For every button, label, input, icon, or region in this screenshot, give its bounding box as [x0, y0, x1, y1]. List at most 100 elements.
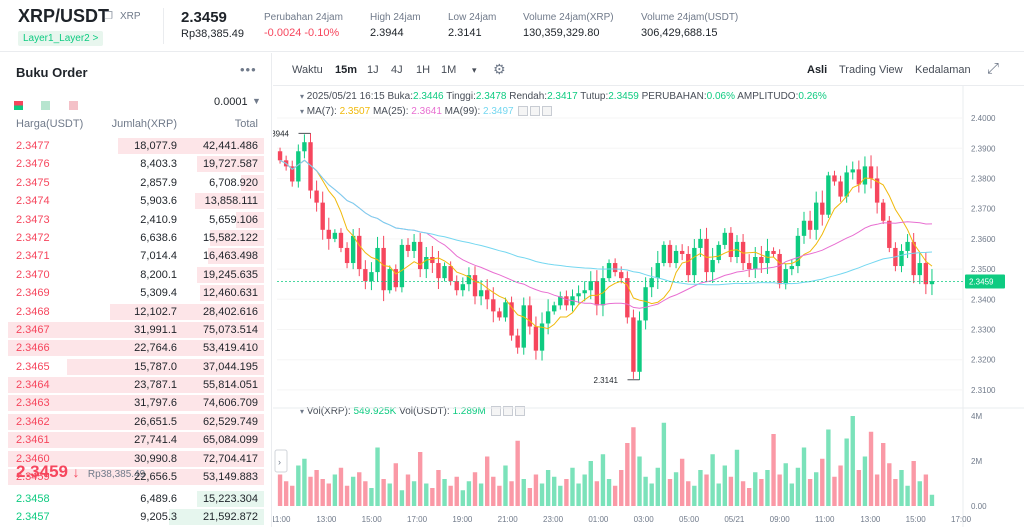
- volume-bar: [497, 485, 502, 506]
- fullscreen-icon[interactable]: ⤢: [987, 60, 1000, 77]
- interval-1h[interactable]: 1H: [416, 64, 431, 76]
- settings-icon[interactable]: [502, 406, 513, 417]
- interval-more-icon[interactable]: ▾: [472, 65, 477, 75]
- ask-row[interactable]: 2.3459 22,656.5 53,149.883: [0, 468, 272, 486]
- candle-down: [515, 335, 520, 348]
- volume-bar: [856, 470, 862, 506]
- eye-icon[interactable]: [490, 406, 501, 417]
- candle-up: [795, 235, 801, 267]
- settings-gear-icon[interactable]: ⚙: [493, 61, 506, 77]
- copy-icon[interactable]: ❐: [104, 11, 113, 22]
- ask-row[interactable]: 2.3476 8,403.3 19,727.587: [0, 155, 272, 173]
- ask-row[interactable]: 2.3466 22,764.6 53,419.410: [0, 339, 272, 357]
- candle-down: [625, 278, 630, 318]
- ask-amount: 27,741.4: [134, 434, 177, 447]
- candle-down: [436, 263, 441, 279]
- interval-4j[interactable]: 4J: [391, 64, 403, 76]
- tab-trading-view[interactable]: Trading View: [839, 64, 903, 76]
- ask-price: 2.3459: [16, 471, 50, 484]
- ask-row[interactable]: 2.3470 8,200.1 19,245.635: [0, 266, 272, 284]
- pair-title[interactable]: XRP/USDT: [18, 6, 110, 26]
- time-tick-label: 05/21: [724, 515, 745, 524]
- candle-down: [820, 202, 825, 215]
- ask-row[interactable]: 2.3463 31,797.6 74,606.709: [0, 394, 272, 412]
- precision-select[interactable]: 0.0001: [214, 96, 248, 108]
- volume-bar: [838, 465, 843, 506]
- bid-row[interactable]: 2.3457 9,205.3 21,592.872: [0, 508, 272, 526]
- volume-bar: [801, 447, 807, 506]
- ask-row[interactable]: 2.3474 5,903.6 13,858.111: [0, 192, 272, 210]
- candle-up: [302, 142, 307, 152]
- candle-down: [777, 253, 782, 285]
- candle-down: [320, 202, 325, 230]
- ask-row[interactable]: 2.3473 2,410.9 5,659.106: [0, 211, 272, 229]
- ask-price: 2.3474: [16, 195, 50, 208]
- close-icon[interactable]: [542, 106, 553, 117]
- sector-tag[interactable]: Layer1_Layer2 >: [18, 31, 104, 46]
- interval-1m[interactable]: 1M: [441, 64, 457, 76]
- stat-label: Volume 24jam(XRP): [523, 12, 614, 23]
- ask-row[interactable]: 2.3461 27,741.4 65,084.099: [0, 431, 272, 449]
- ask-row[interactable]: 2.3469 5,309.4 12,460.631: [0, 284, 272, 302]
- last-price: 2.3459: [181, 9, 227, 26]
- chevron-down-icon[interactable]: ▼: [252, 96, 261, 106]
- ask-row[interactable]: 2.3467 31,991.1 75,073.514: [0, 321, 272, 339]
- tab-kedalaman[interactable]: Kedalaman: [915, 64, 971, 76]
- candle-down: [357, 235, 362, 270]
- eye-icon[interactable]: [518, 106, 529, 117]
- volume-bar: [704, 474, 709, 506]
- interval-1j[interactable]: 1J: [367, 64, 379, 76]
- interval-15m[interactable]: 15m: [335, 64, 358, 76]
- stat-high: High 24jam 2.3944: [370, 12, 421, 39]
- volume-tick-label: 4M: [971, 412, 982, 421]
- volume-bar: [350, 476, 356, 506]
- ask-row[interactable]: 2.3460 30,990.8 72,704.417: [0, 450, 272, 468]
- depth-bar: [8, 340, 264, 357]
- bid-row[interactable]: 2.3458 6,489.6 15,223.304: [0, 490, 272, 508]
- candle-down: [874, 178, 880, 203]
- candle-up: [399, 244, 405, 288]
- candle-up: [716, 244, 721, 261]
- ask-row[interactable]: 2.3462 26,651.5 62,529.749: [0, 413, 272, 431]
- ask-list: 2.3477 18,077.9 42,441.486 2.3476 8,403.3 19,…: [0, 137, 272, 486]
- ask-row[interactable]: 2.3464 23,787.1 55,814.051: [0, 376, 272, 394]
- chart-toolbar: Waktu 15m 1J 4J 1H 1M ▾ ⚙ Asli Trading V…: [273, 53, 1024, 86]
- volume-bar: [789, 483, 795, 506]
- ask-row[interactable]: 2.3471 7,014.4 16,463.498: [0, 247, 272, 265]
- ask-row[interactable]: 2.3465 15,787.0 37,044.195: [0, 358, 272, 376]
- volume-bar: [515, 440, 520, 506]
- ma25-value: 2.3641: [411, 106, 442, 117]
- ask-row[interactable]: 2.3475 2,857.9 6,708.920: [0, 174, 272, 192]
- time-tick-label: 13:00: [316, 515, 337, 524]
- ask-row[interactable]: 2.3468 12,102.7 28,402.616: [0, 303, 272, 321]
- candle-down: [887, 220, 892, 248]
- stat-value: 306,429,688.15: [641, 27, 718, 39]
- volume-bars: [277, 416, 935, 506]
- column-amount: Jumlah(XRP): [111, 118, 177, 130]
- candle-up: [783, 269, 788, 285]
- view-both-icon[interactable]: [14, 101, 23, 111]
- candle-down: [363, 269, 368, 282]
- close-icon[interactable]: [514, 406, 525, 417]
- stat-label: Low 24jam: [448, 12, 497, 23]
- tab-asli[interactable]: Asli: [807, 64, 828, 76]
- view-buy-icon[interactable]: [41, 101, 51, 111]
- bid-amount: 6,489.6: [140, 493, 177, 505]
- view-sell-icon[interactable]: [68, 101, 78, 111]
- volume-bar: [600, 454, 606, 506]
- candle-down: [290, 166, 295, 182]
- ask-price: 2.3465: [16, 360, 50, 373]
- volume-bar: [734, 449, 740, 506]
- more-options-icon[interactable]: •••: [240, 62, 257, 77]
- candle-down: [344, 247, 350, 264]
- ask-row[interactable]: 2.3472 6,638.6 15,582.122: [0, 229, 272, 247]
- ask-amount: 5,309.4: [140, 287, 177, 300]
- chevron-right-icon: ›: [278, 457, 281, 467]
- ohlc-legend: ▾ 2025/05/21 16:15 Buka:2.3446 Tinggi:2.…: [300, 91, 827, 102]
- candlestick-chart[interactable]: 2.4000 2.3900 2.3800 2.3700 2.3600 2.3500 2.34…: [273, 86, 1024, 527]
- ask-row[interactable]: 2.3477 18,077.9 42,441.486: [0, 137, 272, 155]
- settings-icon[interactable]: [530, 106, 541, 117]
- ask-total: 75,073.514: [202, 323, 258, 336]
- ask-total: 53,419.410: [202, 342, 258, 355]
- volume-bar: [491, 476, 496, 506]
